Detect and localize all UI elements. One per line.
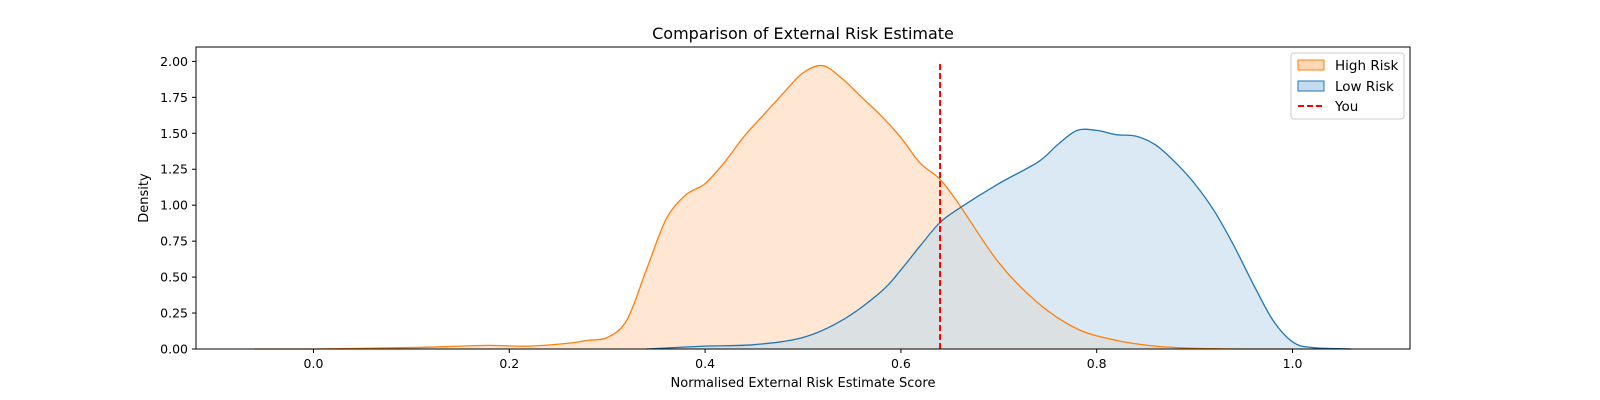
x-tick-label: 0.8 [1087, 356, 1107, 371]
y-tick-label: 1.25 [160, 162, 188, 177]
y-tick-label: 1.50 [160, 126, 188, 141]
legend-label-high-risk: High Risk [1335, 58, 1398, 74]
x-tick-label: 0.2 [499, 356, 519, 371]
x-axis-label: Normalised External Risk Estimate Score [671, 376, 936, 391]
lines-layer [254, 64, 1352, 350]
y-tick-label: 1.75 [160, 90, 188, 105]
fills-layer [254, 65, 1352, 350]
legend-label-you: You [1334, 99, 1358, 115]
legend-swatch-high-risk [1297, 59, 1325, 71]
x-axis-ticks: 0.0 0.2 0.4 0.6 0.8 1.0 [304, 349, 1303, 371]
chart-title: Comparison of External Risk Estimate [652, 24, 954, 43]
x-tick-label: 0.6 [891, 356, 911, 371]
x-tick-label: 0.4 [695, 356, 715, 371]
y-tick-label: 0.50 [160, 270, 188, 285]
y-axis-label: Density [137, 173, 152, 223]
x-tick-label: 0.0 [304, 356, 324, 371]
y-tick-label: 0.25 [160, 306, 188, 321]
area-low-risk [646, 129, 1352, 349]
x-tick-label: 1.0 [1283, 356, 1303, 371]
area-high-risk [254, 65, 1293, 350]
y-tick-label: 0.75 [160, 234, 188, 249]
plot-frame [195, 46, 1411, 350]
legend-label-low-risk: Low Risk [1335, 79, 1394, 95]
y-tick-label: 1.00 [160, 198, 188, 213]
y-axis-ticks: 0.00 0.25 0.50 0.75 1.00 1.25 1.50 1.75 2.00 [160, 54, 196, 357]
line-low-risk [646, 128, 1352, 350]
y-tick-label: 0.00 [160, 342, 188, 357]
legend: High Risk Low Risk You [1290, 52, 1405, 120]
legend-swatch-low-risk [1297, 80, 1325, 92]
line-high-risk [254, 64, 1293, 350]
y-tick-label: 2.00 [160, 54, 188, 69]
